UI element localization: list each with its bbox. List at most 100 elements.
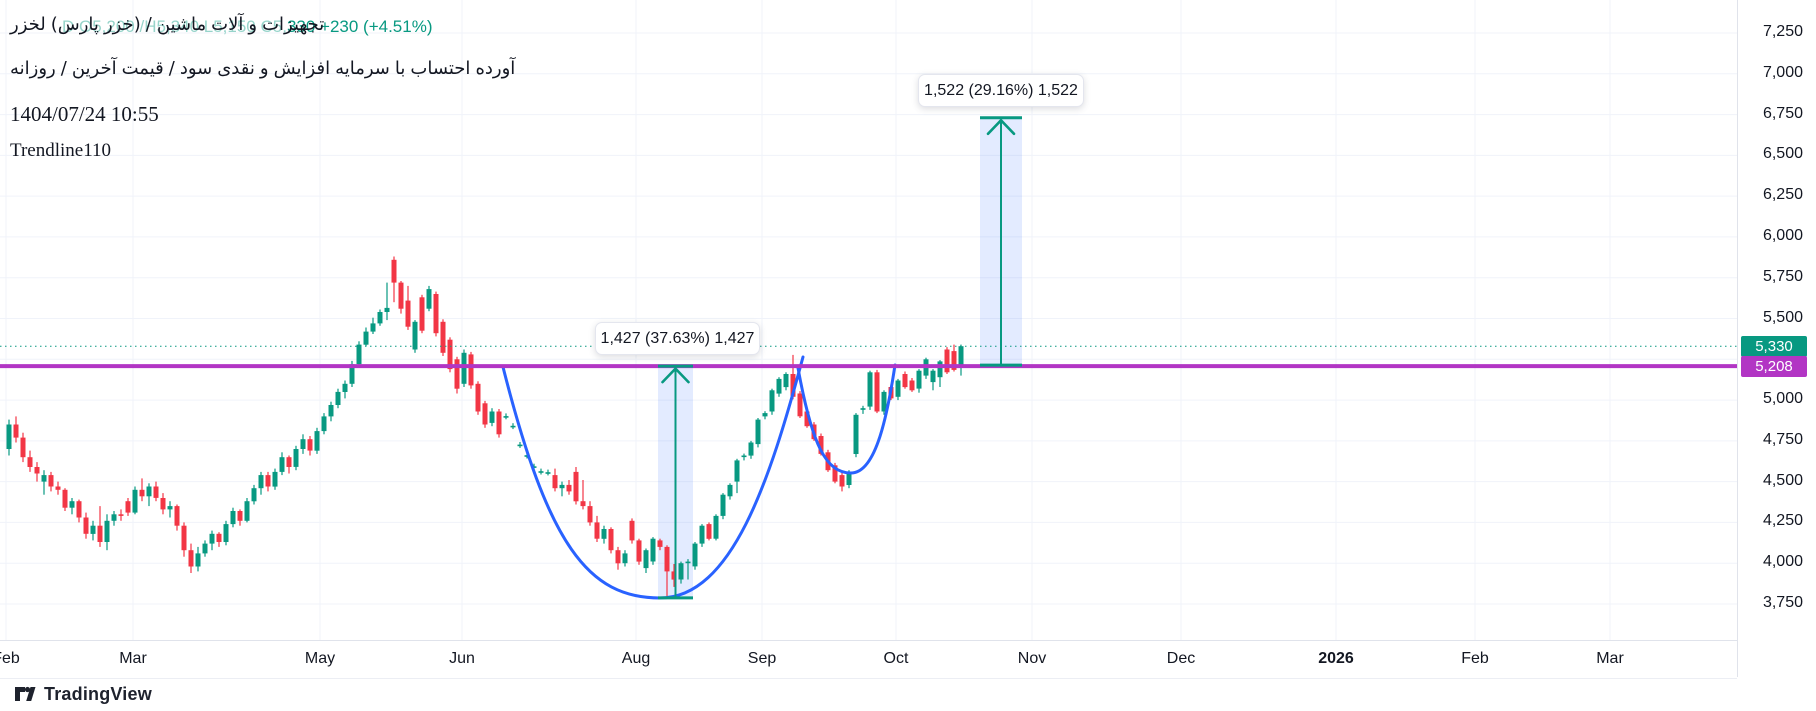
target-measure-label[interactable]: 1,522 (29.16%) 1,522 (918, 74, 1084, 107)
candle-body (293, 449, 299, 467)
candle-body (482, 403, 488, 425)
measure-arrowhead-icon (661, 366, 690, 384)
chart-svg[interactable] (0, 0, 1737, 640)
candle-body (930, 370, 936, 383)
candle-body (118, 514, 124, 516)
candle-body (776, 378, 782, 394)
candle-body (902, 374, 908, 388)
candle-body (650, 538, 656, 562)
legend-word: و (259, 58, 269, 79)
candle-body (13, 424, 19, 438)
candle-body (706, 524, 712, 539)
candle-body (594, 522, 600, 539)
candle-body (111, 514, 117, 521)
series-subtitle[interactable]: روزانه / آخرین قیمت / سود نقدی و افزایش سرمایه با ا… (10, 58, 520, 79)
candle-body (552, 475, 558, 489)
price-axis-label: 4,000 (1762, 553, 1803, 570)
candle-body (265, 475, 271, 487)
trendline-legend-item[interactable]: Trendline110 (10, 140, 111, 161)
candle-body (916, 370, 922, 389)
symbol-title[interactable]: لخزر (پارس خزر) / ماشین آلات و تجهیزات (10, 14, 329, 35)
cup-depth-measure-label[interactable]: 1,427 (37.63%) 1,427 (595, 322, 760, 355)
candle-body (398, 282, 404, 309)
candle-body (685, 561, 691, 564)
legend-word: ماشین (156, 14, 207, 35)
candle-body (188, 550, 194, 567)
target-measure[interactable] (980, 116, 1022, 367)
candle-body (377, 312, 383, 324)
time-axis-label: Dec (1166, 650, 1196, 667)
candle-body (328, 405, 334, 417)
candle-body (83, 517, 89, 534)
handle-arc[interactable] (796, 363, 897, 475)
candle-body (223, 524, 229, 542)
candle-body (545, 472, 551, 474)
candle-body (839, 475, 845, 487)
candle-body (944, 349, 950, 373)
candle-body (860, 408, 866, 410)
price-axis[interactable]: 7,250 7,000 6,750 6,500 6,250 6,000 5,750 5,500… (1737, 0, 1816, 677)
price-axis-label: 6,250 (1762, 186, 1803, 203)
cup-depth-measure[interactable] (658, 364, 693, 600)
candle-body (384, 307, 390, 312)
candle-body (440, 321, 446, 353)
candle-body (713, 515, 719, 539)
legend-word: نقدی (217, 58, 255, 79)
tradingview-attribution[interactable]: TradingView (13, 682, 152, 706)
time-axis-label: 2026 (1318, 650, 1354, 667)
candle-body (426, 289, 432, 309)
time-axis-label: Feb (0, 650, 20, 667)
candle-body (76, 501, 82, 518)
candle-body (286, 457, 292, 467)
time-axis-label: Mar (1596, 650, 1624, 667)
candle-body (209, 533, 215, 544)
candle-body (846, 471, 852, 485)
candle-body (559, 484, 565, 489)
candle-body (895, 380, 901, 397)
candle-body (587, 506, 593, 523)
time-axis[interactable]: Feb Mar May Jun Aug Sep Oct Nov Dec 2026 Feb Mar (0, 640, 1737, 679)
candle-body (566, 484, 572, 492)
price-axis-label: 3,750 (1762, 594, 1803, 611)
price-axis-label: 4,250 (1762, 512, 1803, 529)
legend-word: / (60, 58, 67, 79)
candle-body (741, 455, 747, 458)
candle-body (951, 351, 957, 370)
legend-word: سود (179, 58, 213, 79)
candle-body (657, 540, 663, 547)
candle-body (97, 525, 103, 542)
datetime-label: 1404/07/24 10:55 (10, 102, 159, 126)
candle-body (608, 529, 614, 551)
price-change-value: 330 +230 (+4.51%) (286, 17, 433, 36)
candle-body (909, 380, 915, 391)
price-axis-label: 7,250 (1762, 23, 1803, 40)
candle-body (622, 553, 628, 564)
price-axis-label: 6,000 (1762, 227, 1803, 244)
candle-body (678, 563, 684, 580)
legend-word: و (248, 14, 258, 35)
candle-body (167, 506, 173, 510)
candle-body (34, 467, 40, 474)
price-axis-label: 6,500 (1762, 145, 1803, 162)
candle-body (510, 425, 516, 428)
candle-body (41, 475, 47, 482)
candle-body (321, 416, 327, 432)
candle-body (475, 383, 481, 412)
candle-body (615, 550, 621, 564)
candle-body (356, 344, 362, 365)
candle-body (153, 486, 159, 498)
candle-body (139, 489, 145, 497)
candle-body (755, 419, 761, 445)
candle-body (412, 321, 418, 350)
candle-body (342, 383, 348, 392)
legend-word: آورده (475, 58, 516, 79)
candle-body (573, 471, 579, 502)
candle-body (272, 471, 278, 487)
candle-body (818, 436, 824, 454)
candle-body (307, 439, 313, 451)
time-axis-label: Feb (1461, 650, 1489, 667)
candle-body (881, 391, 887, 412)
price-chart-canvas[interactable] (0, 0, 1737, 640)
candle-body (237, 511, 243, 521)
legend-word: احتساب (410, 58, 471, 79)
